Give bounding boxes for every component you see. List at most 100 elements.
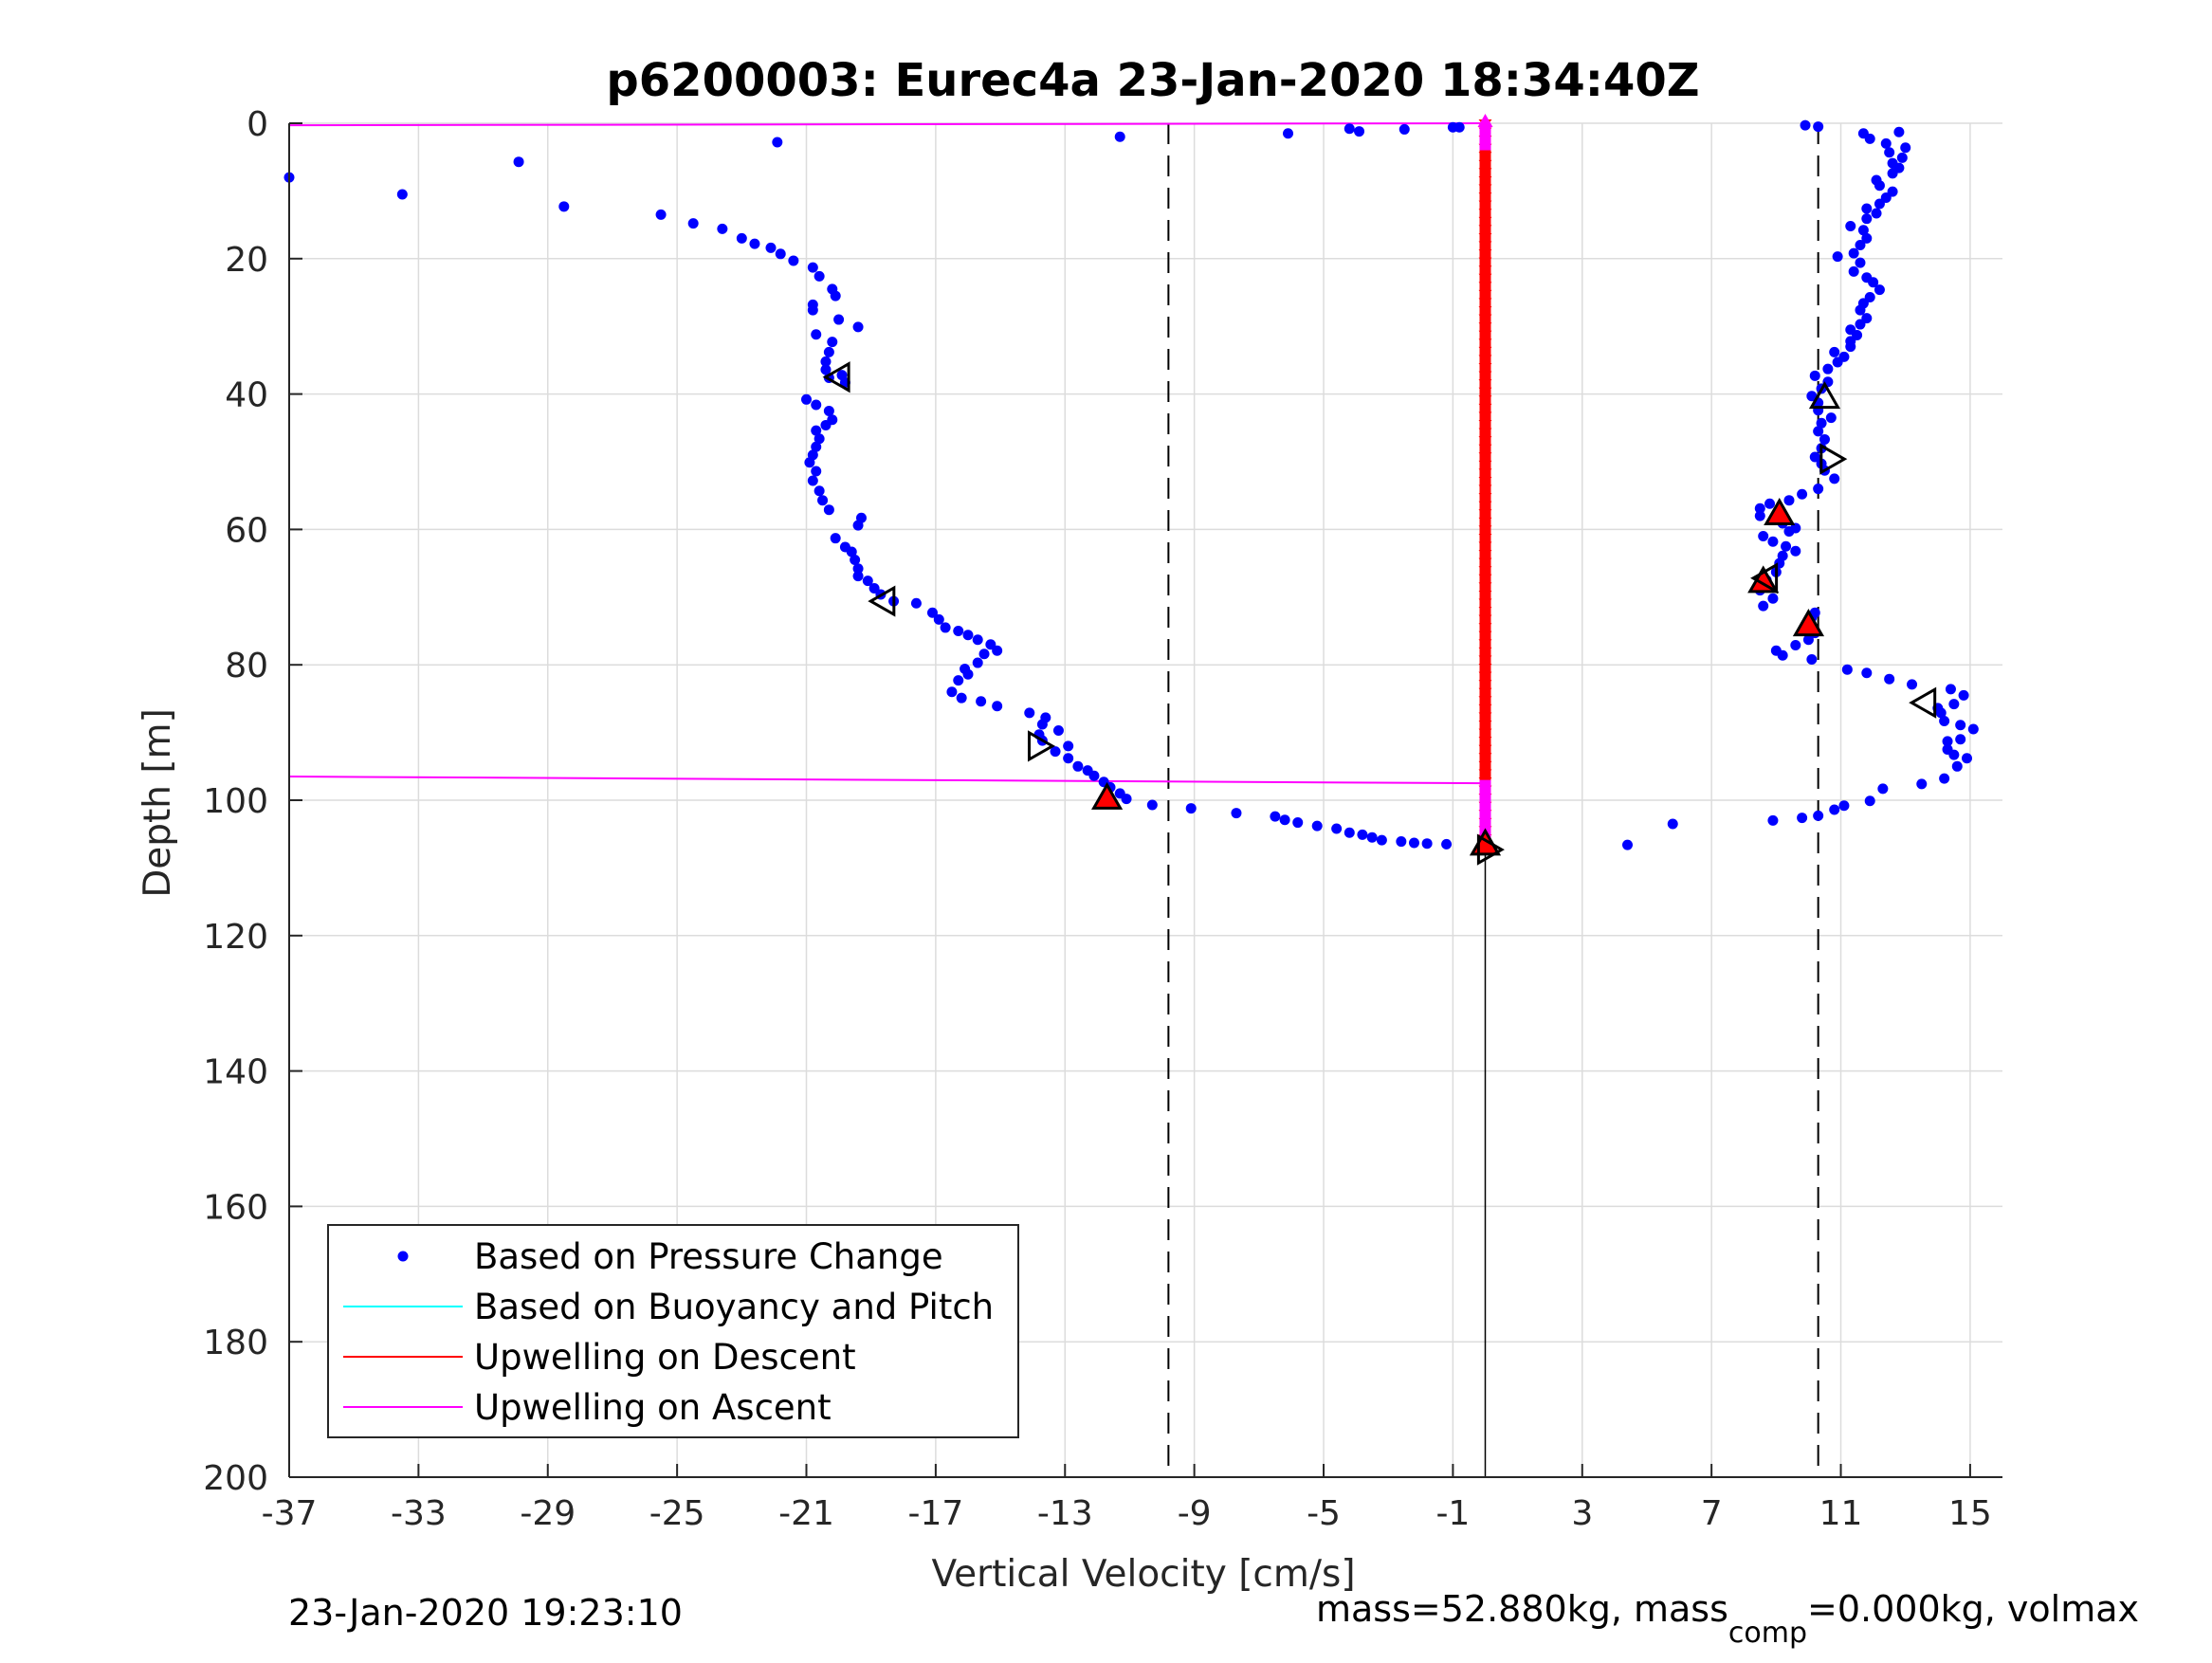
pressure-data-point xyxy=(1958,689,1969,701)
descent-marker xyxy=(1478,509,1492,519)
pressure-data-point xyxy=(811,441,822,452)
triangle-marker xyxy=(1750,562,1779,594)
pressure-data-point xyxy=(926,607,938,618)
pressure-data-point xyxy=(1857,128,1869,139)
descent-marker xyxy=(1478,541,1492,551)
pressure-data-point xyxy=(1907,679,1918,690)
x-tick-label: -21 xyxy=(778,1494,834,1533)
triangle-marker xyxy=(868,585,896,617)
descent-marker xyxy=(1478,444,1492,453)
pressure-data-point xyxy=(1767,593,1779,604)
y-tick-label: 40 xyxy=(225,376,268,415)
pressure-data-point xyxy=(1861,313,1873,324)
pressure-data-point xyxy=(1861,203,1873,214)
pressure-data-point xyxy=(1848,265,1859,277)
pressure-data-point xyxy=(749,238,760,249)
triangle-marker xyxy=(1909,686,1937,719)
triangle-marker xyxy=(1091,781,1124,810)
legend-label: Based on Buoyancy and Pitch xyxy=(474,1287,994,1327)
pressure-data-point xyxy=(1813,426,1824,437)
x-axis-label: Vertical Velocity [cm/s] xyxy=(931,1553,1355,1596)
pressure-data-point xyxy=(1848,247,1859,259)
pressure-data-point xyxy=(1072,760,1084,772)
pressure-data-point xyxy=(1887,186,1898,197)
pressure-data-point xyxy=(1408,837,1419,849)
descent-marker xyxy=(1478,257,1492,266)
pressure-data-point xyxy=(807,262,818,273)
pressure-data-point xyxy=(1790,522,1801,534)
pressure-data-point xyxy=(1344,123,1355,135)
pressure-data-point xyxy=(1861,667,1873,679)
pressure-data-point xyxy=(1283,128,1294,139)
pressure-data-point xyxy=(1874,284,1885,296)
legend-label: Upwelling on Ascent xyxy=(474,1387,832,1428)
pressure-data-point xyxy=(1845,221,1856,232)
pressure-data-point xyxy=(1396,836,1407,848)
descent-marker xyxy=(1478,712,1492,722)
pressure-data-point xyxy=(1357,829,1368,840)
descent-marker xyxy=(1478,282,1492,291)
pressure-data-point xyxy=(1311,820,1323,832)
descent-marker xyxy=(1478,216,1492,226)
x-tick-label: -17 xyxy=(907,1494,963,1533)
pressure-data-point xyxy=(1955,720,1966,731)
descent-marker xyxy=(1478,468,1492,478)
descent-marker xyxy=(1478,501,1492,510)
descent-marker xyxy=(1478,737,1492,746)
triangle-marker xyxy=(1764,497,1796,525)
pressure-data-point xyxy=(1838,351,1850,362)
pressure-data-point xyxy=(1758,600,1769,612)
pressure-data-point xyxy=(1961,753,1972,764)
chart-title: p6200003: Eurec4a 23-Jan-2020 18:34:40Z xyxy=(606,54,1699,107)
descent-marker xyxy=(1478,769,1492,778)
footer-mass-part1: mass=52.880kg, mass xyxy=(1316,1588,1728,1630)
descent-marker xyxy=(1478,582,1492,592)
pressure-data-point xyxy=(1838,800,1850,812)
pressure-data-point xyxy=(814,433,825,445)
descent-marker xyxy=(1478,192,1492,202)
pressure-data-point xyxy=(1024,707,1035,719)
pressure-data-point xyxy=(1816,417,1827,429)
descent-marker xyxy=(1478,753,1492,762)
y-tick-label: 160 xyxy=(203,1188,268,1227)
descent-marker xyxy=(1478,607,1492,616)
descent-marker xyxy=(1478,225,1492,234)
pressure-data-point xyxy=(1231,808,1242,819)
pressure-data-point xyxy=(1052,724,1064,736)
pressure-data-point xyxy=(1948,699,1960,710)
descent-marker xyxy=(1478,533,1492,542)
descent-marker xyxy=(1478,403,1492,412)
pressure-data-point xyxy=(1861,272,1873,283)
pressure-data-point xyxy=(814,270,825,282)
descent-marker xyxy=(1478,436,1492,446)
pressure-data-point xyxy=(765,242,777,253)
descent-marker xyxy=(1478,647,1492,656)
triangle-marker xyxy=(1027,730,1056,762)
descent-marker xyxy=(1478,298,1492,307)
pressure-data-point xyxy=(1754,503,1765,514)
data-markers xyxy=(822,361,1937,866)
pressure-data-point xyxy=(655,209,667,220)
descent-marker xyxy=(1478,184,1492,193)
x-tick-label: 11 xyxy=(1819,1494,1863,1533)
pressure-data-point xyxy=(1770,645,1782,656)
descent-marker xyxy=(1478,322,1492,332)
x-tick-label: -9 xyxy=(1178,1494,1212,1533)
pressure-data-point xyxy=(1832,251,1843,263)
ascent-line-segment xyxy=(288,122,1486,127)
pressure-data-point xyxy=(820,364,832,375)
y-tick-label: 0 xyxy=(247,105,268,144)
descent-marker xyxy=(1478,232,1492,242)
pressure-data-point xyxy=(1398,123,1410,135)
pressure-data-point xyxy=(956,692,967,704)
descent-marker xyxy=(1478,420,1492,429)
pressure-data-point xyxy=(962,630,974,641)
pressure-data-point xyxy=(1802,634,1814,646)
pressure-data-point xyxy=(811,425,822,436)
descent-marker xyxy=(1478,550,1492,559)
pressure-data-point xyxy=(1754,510,1765,521)
x-tick-label: -33 xyxy=(391,1494,447,1533)
y-tick-label: 180 xyxy=(203,1324,268,1362)
pressure-data-point xyxy=(1855,240,1866,251)
descent-marker xyxy=(1478,209,1492,218)
